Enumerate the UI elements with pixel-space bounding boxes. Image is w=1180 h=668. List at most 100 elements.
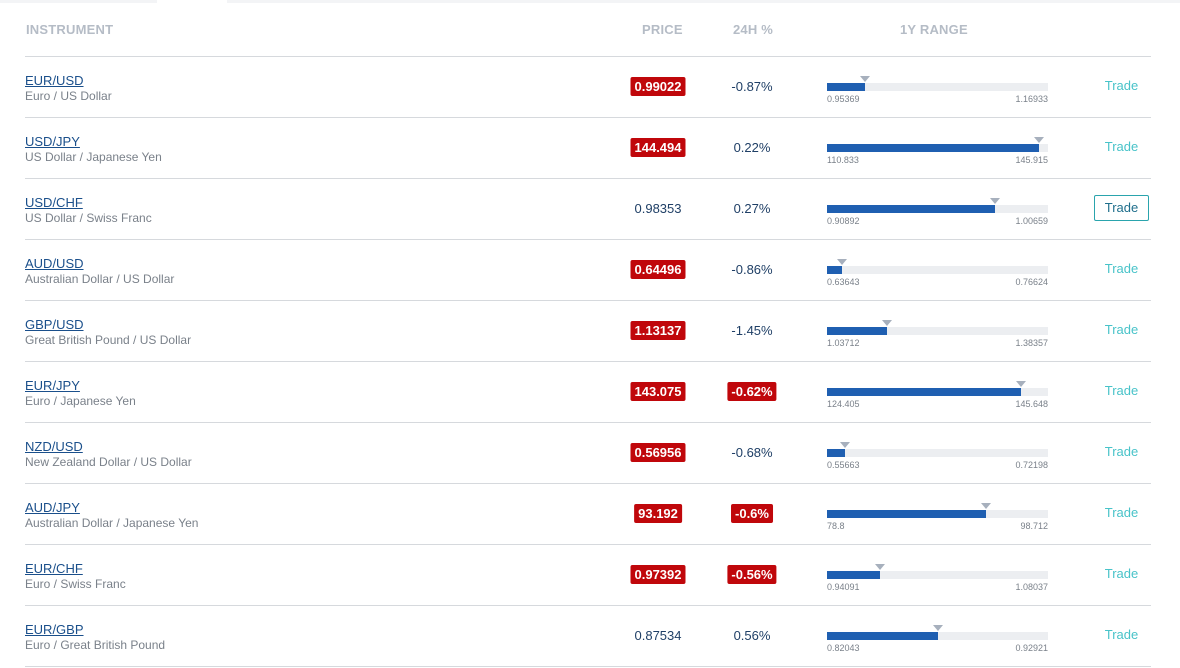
table-row: NZD/USD New Zealand Dollar / US Dollar 0… [25, 423, 1151, 484]
change-24h-value: 0.22% [733, 140, 771, 155]
range-high-value: 98.712 [1020, 521, 1048, 531]
range-current-marker-icon [860, 76, 870, 82]
range-fill-bar [827, 632, 938, 640]
change-24h-value: -0.56% [727, 565, 777, 584]
range-low-value: 0.63643 [827, 277, 860, 287]
change-24h-value: -0.68% [731, 445, 773, 460]
range-track [827, 327, 1048, 335]
range-current-marker-icon [840, 442, 850, 448]
active-tab-indicator [157, 0, 227, 3]
range-fill-bar [827, 144, 1039, 152]
range-track [827, 144, 1048, 152]
table-row: AUD/USD Australian Dollar / US Dollar 0.… [25, 240, 1151, 301]
range-low-value: 1.03712 [827, 338, 860, 348]
range-high-value: 145.915 [1015, 155, 1048, 165]
price-value: 0.99022 [630, 77, 686, 96]
range-high-value: 1.00659 [1015, 216, 1048, 226]
table-header: INSTRUMENT PRICE 24H % 1Y RANGE [25, 0, 1151, 57]
range-current-marker-icon [1034, 137, 1044, 143]
range-low-value: 0.82043 [827, 643, 860, 653]
price-value: 0.64496 [630, 260, 686, 279]
range-track [827, 449, 1048, 457]
trade-button[interactable]: Trade [1104, 383, 1139, 398]
range-low-value: 78.8 [827, 521, 845, 531]
price-value: 0.97392 [630, 565, 686, 584]
change-24h-value: 0.56% [733, 628, 771, 643]
instrument-name: Euro / Swiss Franc [25, 577, 126, 591]
table-row: USD/JPY US Dollar / Japanese Yen 144.494… [25, 118, 1151, 179]
range-high-value: 1.38357 [1015, 338, 1048, 348]
range-fill-bar [827, 571, 880, 579]
change-24h-value: -0.62% [727, 382, 777, 401]
year-range: 0.63643 0.76624 [827, 240, 1048, 300]
trade-button[interactable]: Trade [1104, 139, 1139, 154]
instrument-name: Euro / US Dollar [25, 89, 112, 103]
range-track [827, 388, 1048, 396]
header-instrument: INSTRUMENT [26, 22, 114, 37]
instrument-symbol-link[interactable]: EUR/USD [25, 73, 84, 88]
year-range: 78.8 98.712 [827, 484, 1048, 544]
range-current-marker-icon [882, 320, 892, 326]
instrument-symbol-link[interactable]: NZD/USD [25, 439, 83, 454]
table-row: EUR/CHF Euro / Swiss Franc 0.97392 -0.56… [25, 545, 1151, 606]
range-high-value: 1.16933 [1015, 94, 1048, 104]
instrument-symbol-link[interactable]: USD/CHF [25, 195, 83, 210]
change-24h-value: -1.45% [731, 323, 773, 338]
year-range: 0.95369 1.16933 [827, 57, 1048, 117]
range-fill-bar [827, 327, 887, 335]
change-24h-value: 0.27% [733, 201, 771, 216]
year-range: 110.833 145.915 [827, 118, 1048, 178]
price-value: 93.192 [634, 504, 682, 523]
instrument-symbol-link[interactable]: EUR/CHF [25, 561, 83, 576]
instrument-name: New Zealand Dollar / US Dollar [25, 455, 192, 469]
year-range: 0.90892 1.00659 [827, 179, 1048, 239]
trade-button[interactable]: Trade [1104, 505, 1139, 520]
change-24h-value: -0.6% [731, 504, 773, 523]
instrument-symbol-link[interactable]: GBP/USD [25, 317, 84, 332]
range-low-value: 0.90892 [827, 216, 860, 226]
price-value: 1.13137 [630, 321, 686, 340]
instrument-symbol-link[interactable]: EUR/JPY [25, 378, 80, 393]
range-current-marker-icon [1016, 381, 1026, 387]
price-value: 0.56956 [630, 443, 686, 462]
instrument-name: Euro / Great British Pound [25, 638, 166, 652]
instrument-symbol-link[interactable]: EUR/GBP [25, 622, 84, 637]
year-range: 0.55663 0.72198 [827, 423, 1048, 483]
instrument-name: Great British Pound / US Dollar [25, 333, 192, 347]
trade-button[interactable]: Trade [1104, 566, 1139, 581]
table-body: EUR/USD Euro / US Dollar 0.99022 -0.87% … [25, 57, 1151, 667]
range-track [827, 266, 1048, 274]
range-current-marker-icon [990, 198, 1000, 204]
trade-button[interactable]: Trade [1104, 444, 1139, 459]
range-track [827, 83, 1048, 91]
instrument-symbol-link[interactable]: AUD/USD [25, 256, 84, 271]
instrument-name: US Dollar / Swiss Franc [25, 211, 152, 225]
instrument-symbol-link[interactable]: AUD/JPY [25, 500, 80, 515]
range-low-value: 124.405 [827, 399, 860, 409]
year-range: 1.03712 1.38357 [827, 301, 1048, 361]
range-high-value: 145.648 [1015, 399, 1048, 409]
instrument-symbol-link[interactable]: USD/JPY [25, 134, 80, 149]
instrument-name: US Dollar / Japanese Yen [25, 150, 162, 164]
instrument-name: Euro / Japanese Yen [25, 394, 136, 408]
header-change: 24H % [733, 22, 774, 37]
trade-button[interactable]: Trade [1104, 78, 1139, 93]
range-track [827, 571, 1048, 579]
change-24h-value: -0.87% [731, 79, 773, 94]
price-value: 143.075 [630, 382, 686, 401]
range-high-value: 0.72198 [1015, 460, 1048, 470]
range-high-value: 0.92921 [1015, 643, 1048, 653]
top-tab-strip [0, 0, 1180, 3]
price-value: 144.494 [630, 138, 686, 157]
year-range: 124.405 145.648 [827, 362, 1048, 422]
trade-button[interactable]: Trade [1104, 261, 1139, 276]
table-row: EUR/USD Euro / US Dollar 0.99022 -0.87% … [25, 57, 1151, 118]
range-track [827, 510, 1048, 518]
trade-button[interactable]: Trade [1104, 627, 1139, 642]
year-range: 0.82043 0.92921 [827, 606, 1048, 666]
trade-button[interactable]: Trade [1104, 322, 1139, 337]
header-range: 1Y RANGE [900, 22, 968, 37]
range-track [827, 205, 1048, 213]
trade-button[interactable]: Trade [1094, 195, 1149, 221]
range-low-value: 110.833 [827, 155, 859, 165]
